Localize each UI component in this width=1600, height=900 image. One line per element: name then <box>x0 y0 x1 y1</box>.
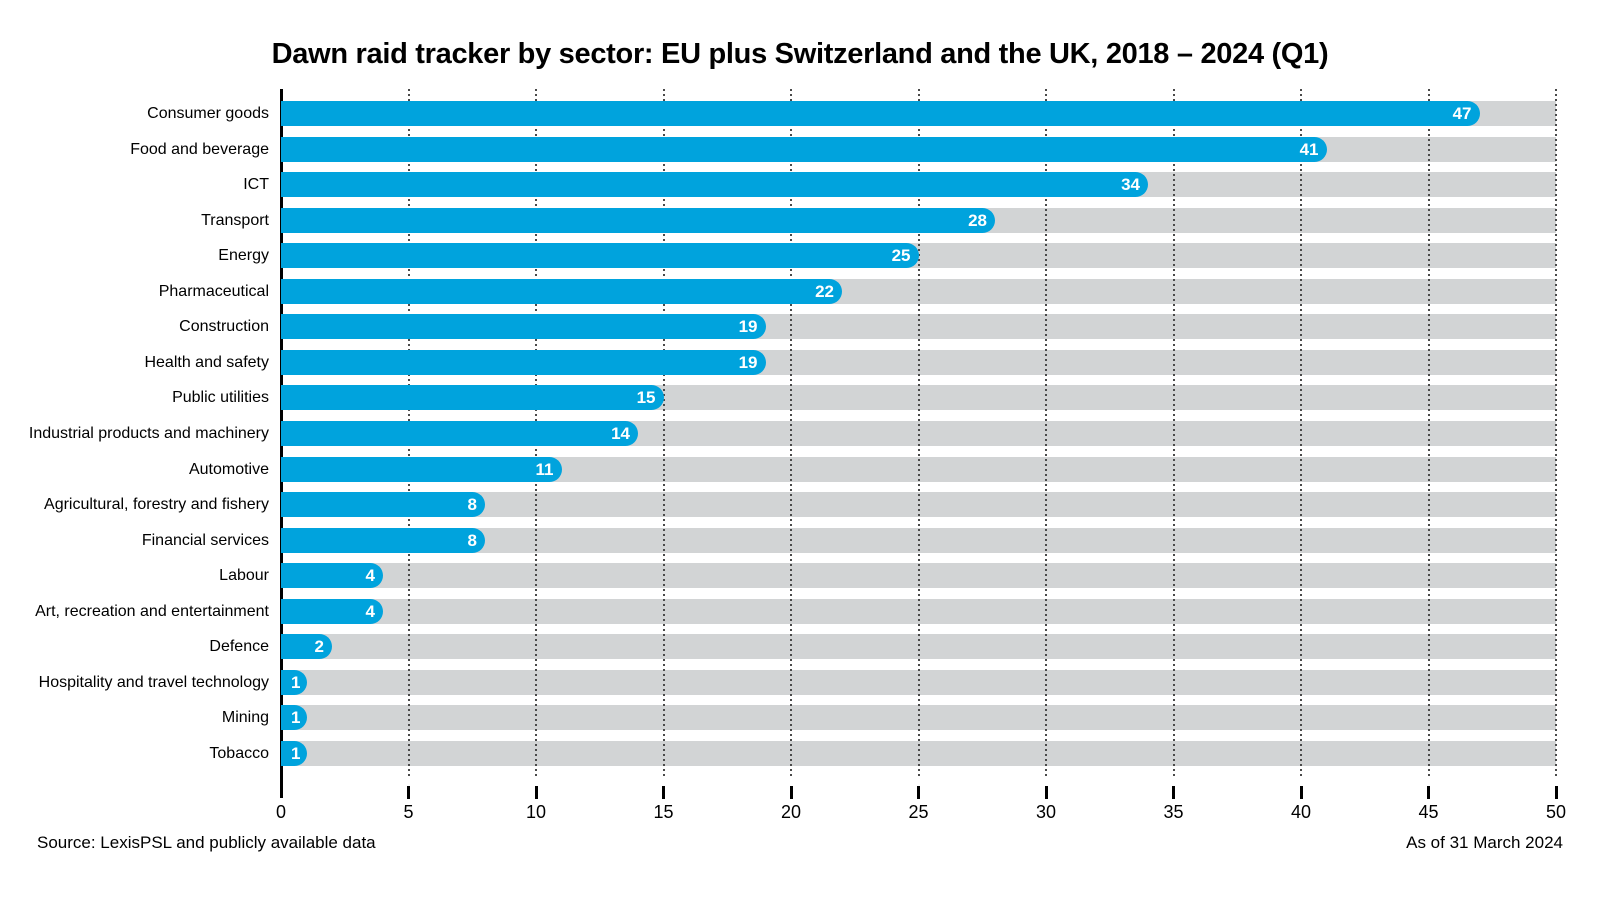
bar: 19 <box>281 314 766 340</box>
x-tick-label: 15 <box>653 802 674 822</box>
bar: 34 <box>281 172 1148 198</box>
bar-value-label: 14 <box>611 424 630 443</box>
bar-value-label: 11 <box>535 459 554 479</box>
category-label: Financial services <box>141 531 269 549</box>
bar-value-label: 19 <box>738 317 758 337</box>
grid-line <box>1555 89 1557 778</box>
bar-value-label: 15 <box>636 388 656 408</box>
bar-value-label: 28 <box>968 210 987 230</box>
bar: 4 <box>281 598 383 624</box>
grid-line <box>1427 89 1430 778</box>
bar: 28 <box>281 207 995 233</box>
bar: 1 <box>281 741 307 766</box>
x-tick <box>789 786 793 799</box>
asof-note: As of 31 March 2024 <box>1406 833 1563 852</box>
category-label: Labour <box>219 567 269 585</box>
category-label: Art, recreation and entertainment <box>35 602 269 620</box>
bar: 2 <box>281 634 332 660</box>
bar-value-label: 8 <box>467 495 477 515</box>
plot-area: 47 41 34 28 25 22 19 19 15 14 11 8 8 4 4 2 1 1 1 <box>281 89 1557 778</box>
grid-line <box>662 89 665 778</box>
x-tick-label: 35 <box>1163 802 1184 822</box>
category-label: Consumer goods <box>147 105 269 122</box>
category-label: Public utilities <box>172 389 269 407</box>
category-label: Tobacco <box>209 745 269 762</box>
bar: 19 <box>281 349 766 375</box>
bar: 15 <box>281 385 664 411</box>
category-label: Automotive <box>188 460 269 478</box>
source-note: Source: LexisPSL and publicly available … <box>37 833 376 852</box>
bar: 25 <box>281 243 919 269</box>
bar-value-label: 47 <box>1452 104 1472 123</box>
bar-value-label: 1 <box>291 672 301 692</box>
bar: 8 <box>281 527 485 553</box>
bar-value-label: 8 <box>467 530 477 550</box>
x-tick <box>1554 786 1558 799</box>
bar: 47 <box>281 101 1480 126</box>
x-tick <box>1299 786 1303 799</box>
category-label: Defence <box>209 638 269 656</box>
bar-value-label: 41 <box>1299 139 1319 159</box>
category-label: Transport <box>201 211 269 229</box>
category-label: Food and beverage <box>130 140 269 158</box>
x-tick-label: 0 <box>275 802 287 822</box>
category-label: Health and safety <box>144 353 269 371</box>
x-tick-label: 10 <box>525 802 547 822</box>
grid-line <box>1300 89 1302 778</box>
x-tick <box>1044 786 1048 799</box>
bar: 41 <box>281 136 1327 162</box>
bar-value-label: 25 <box>891 246 911 266</box>
category-label: Construction <box>179 318 269 336</box>
bar-value-label: 4 <box>365 566 375 586</box>
grid-line <box>1172 89 1175 778</box>
grid-line <box>917 89 920 778</box>
bar-value-label: 22 <box>815 281 834 301</box>
bar: 22 <box>281 278 842 304</box>
x-tick <box>1172 786 1175 799</box>
category-label: Agricultural, forestry and fishery <box>44 496 269 514</box>
bar-value-label: 19 <box>738 352 758 372</box>
bar-value-label: 2 <box>314 637 324 657</box>
bar: 1 <box>281 705 307 731</box>
x-tick-label: 20 <box>780 802 802 822</box>
x-tick <box>662 786 665 799</box>
category-label: Pharmaceutical <box>158 282 269 300</box>
x-tick-label: 50 <box>1545 802 1567 822</box>
x-tick-label: 5 <box>403 802 414 822</box>
x-tick <box>917 786 920 799</box>
category-label: ICT <box>243 176 269 194</box>
bar: 4 <box>281 563 383 589</box>
chart-title: Dawn raid tracker by sector: EU plus Swi… <box>271 38 1329 70</box>
x-tick <box>407 786 410 799</box>
category-label: Energy <box>218 247 269 265</box>
category-label: Hospitality and travel technology <box>38 673 269 691</box>
bar-value-label: 4 <box>365 601 375 621</box>
bar-value-label: 1 <box>291 744 301 763</box>
grid-line <box>1045 89 1047 778</box>
grid-line <box>790 89 792 778</box>
category-label: Mining <box>221 709 269 727</box>
bar: 1 <box>281 669 307 695</box>
x-tick-label: 40 <box>1290 802 1312 822</box>
bar-value-label: 34 <box>1121 175 1140 195</box>
bar: 14 <box>281 421 638 446</box>
x-tick-label: 45 <box>1418 802 1439 822</box>
category-label: Industrial products and machinery <box>28 425 269 442</box>
bar: 11 <box>281 456 562 482</box>
x-tick-label: 25 <box>908 802 929 822</box>
x-tick <box>1427 786 1430 799</box>
bar-value-label: 1 <box>291 708 301 728</box>
x-tick <box>534 786 538 799</box>
bar: 8 <box>281 492 485 518</box>
x-tick-label: 30 <box>1035 802 1057 822</box>
